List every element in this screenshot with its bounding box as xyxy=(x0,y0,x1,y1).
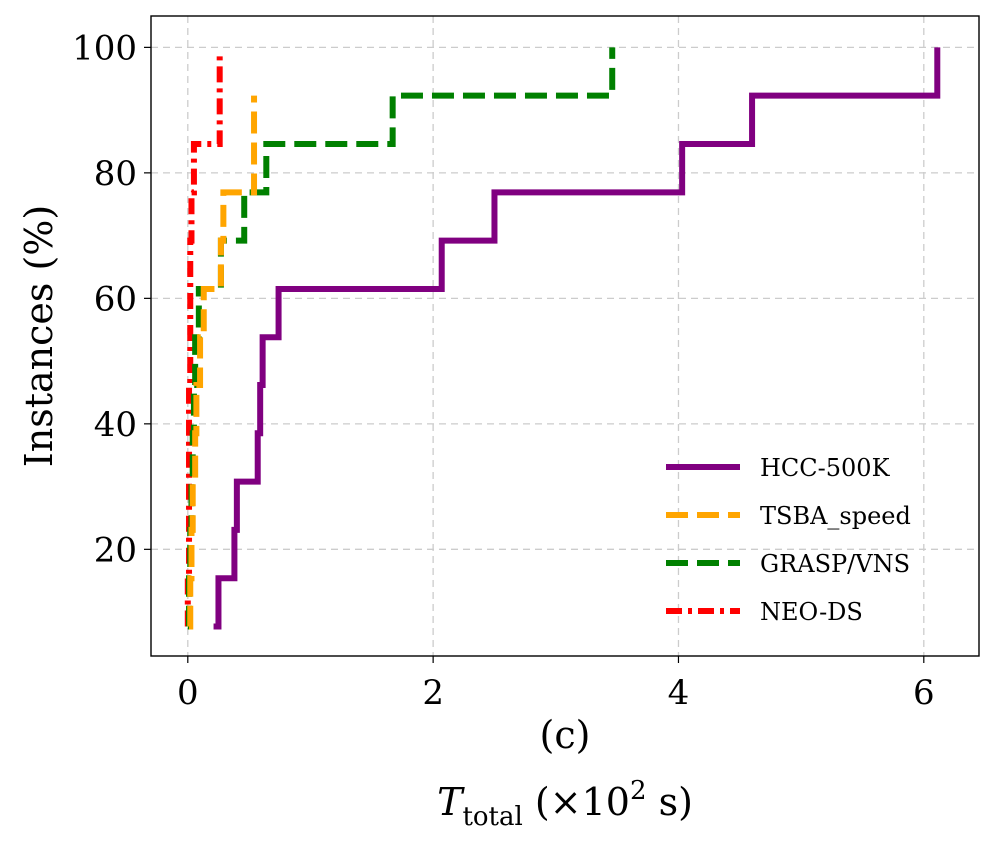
y-tick-label: 40 xyxy=(94,405,137,445)
x-tick-label: 2 xyxy=(422,673,444,713)
y-tick-label: 60 xyxy=(94,279,137,319)
series-layer xyxy=(184,47,941,630)
legend-label: NEO-DS xyxy=(760,598,863,626)
y-tick-label: 80 xyxy=(94,154,137,194)
legend-label: GRASP/VNS xyxy=(760,550,910,578)
series-line-neo-ds xyxy=(184,53,223,627)
x-tick-label: 0 xyxy=(177,673,199,713)
y-axis-label: Instances (%) xyxy=(17,205,61,468)
plot-frame xyxy=(150,15,980,657)
x-tick-label: 4 xyxy=(668,673,690,713)
x-tick-label: 6 xyxy=(913,673,935,713)
series-line-hcc-500k xyxy=(213,47,941,630)
grid-layer xyxy=(151,16,979,656)
tick-layer: 0 2 4 6 20 40 60 80 100 xyxy=(72,28,935,713)
legend: HCC-500K TSBA_speed GRASP/VNS NEO-DS xyxy=(666,454,911,626)
x-axis-label: Ttotal (×102 s) xyxy=(437,776,693,832)
series-line-tsba-speed xyxy=(187,95,258,630)
legend-label: TSBA_speed xyxy=(760,502,911,530)
y-tick-label: 100 xyxy=(72,28,137,68)
subfigure-label: (c) xyxy=(540,713,591,757)
legend-label: HCC-500K xyxy=(760,454,891,482)
y-tick-label: 20 xyxy=(94,530,137,570)
